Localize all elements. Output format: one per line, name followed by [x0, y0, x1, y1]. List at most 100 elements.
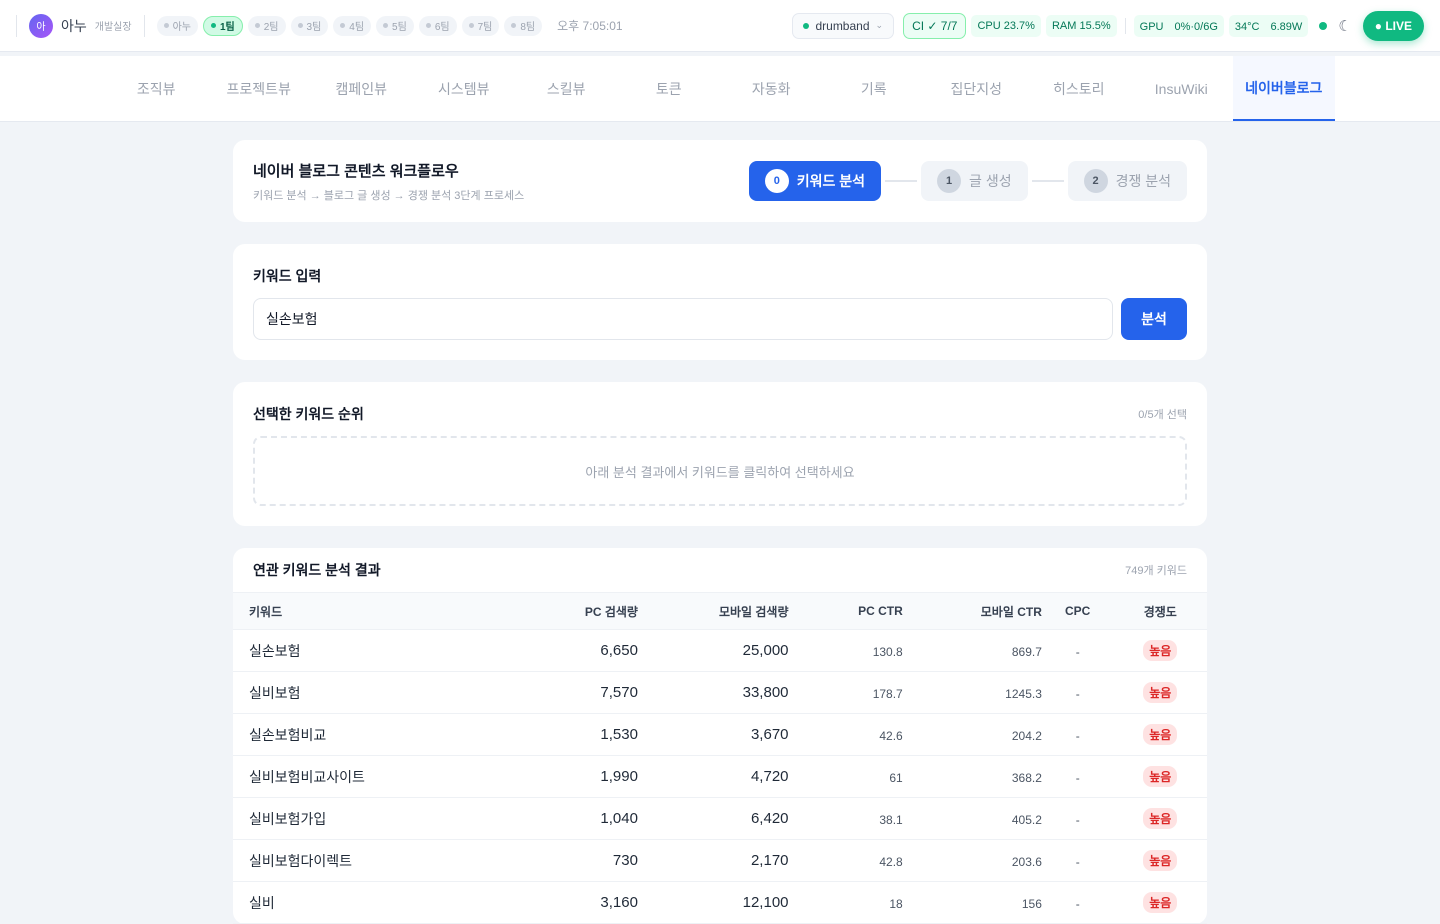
table-cell: 실비보험다이렉트 — [233, 839, 545, 882]
table-row[interactable]: 실비보험 7,570 33,800 178.7 1245.3 - 높음 — [233, 671, 1207, 714]
team-pill[interactable]: 5팀 — [376, 15, 414, 36]
table-cell: 3,160 — [544, 881, 638, 924]
nav-tab[interactable]: 스킬뷰 — [546, 80, 586, 97]
team-pill[interactable]: 7팀 — [461, 15, 500, 36]
table-cell: 1245.3 — [902, 671, 1042, 714]
table-row[interactable]: 실손보험비교 1,530 3,670 42.6 204.2 - 높음 — [233, 713, 1207, 756]
keyword-link[interactable]: 실비보험비교사이트 — [249, 768, 365, 785]
table-row[interactable]: 실비보험다이렉트 730 2,170 42.8 203.6 - 높음 — [233, 839, 1207, 882]
keyword-link[interactable]: 실비보험 — [249, 684, 301, 701]
competition-badge: 높음 — [1143, 724, 1178, 745]
status-dot — [210, 23, 216, 28]
user-role: 개발실장 — [94, 22, 132, 33]
cell-value: 1,530 — [600, 726, 638, 743]
table-cell: 204.2 — [902, 713, 1042, 756]
table-cell: 1,990 — [544, 755, 638, 798]
status-dot — [803, 22, 810, 29]
team-pill[interactable]: 8팀 — [504, 15, 543, 36]
column-header[interactable]: 경쟁도 — [1113, 592, 1207, 630]
cell-value: 18 — [889, 896, 903, 911]
team-label: 8팀 — [520, 22, 536, 33]
column-header[interactable]: 모바일 검색량 — [637, 592, 789, 630]
status-dot — [340, 23, 346, 28]
top-bar: 아 아누 개발실장 아누 1팀 2팀 3팀 4팀 5팀 6팀 7팀 8팀 오후 7:05:01 … — [0, 0, 1440, 52]
column-header[interactable]: PC CTR — [788, 592, 903, 630]
cell-value: 2,170 — [750, 852, 789, 869]
ci-status[interactable]: CI ✓ 7/7 — [903, 12, 967, 39]
nav-tab[interactable]: 조직뷰 — [136, 80, 176, 97]
keyword-link[interactable]: 실손보험비교 — [249, 726, 327, 743]
divider — [16, 14, 17, 37]
keyword-link[interactable]: 실비 — [249, 894, 275, 911]
table-cell: 높음 — [1113, 713, 1207, 756]
keyword-input[interactable] — [253, 298, 1113, 340]
cell-value: - — [1075, 812, 1080, 827]
table-row[interactable]: 실비보험가입 1,040 6,420 38.1 405.2 - 높음 — [233, 797, 1207, 840]
avatar[interactable]: 아 — [29, 13, 53, 38]
nav-tab[interactable]: 집단지성 — [950, 80, 1003, 97]
selected-title: 선택한 키워드 순위 — [253, 406, 364, 422]
nav-tab[interactable]: InsuWiki — [1154, 80, 1208, 97]
workflow-step[interactable]: 2 경쟁 분석 — [1067, 161, 1187, 201]
table-row[interactable]: 실비 3,160 12,100 18 156 - 높음 — [233, 881, 1207, 924]
column-header[interactable]: CPC — [1041, 592, 1114, 630]
table-cell: 높음 — [1113, 755, 1207, 798]
team-pill[interactable]: 6팀 — [418, 15, 457, 36]
cell-value: - — [1075, 896, 1080, 911]
table-cell: - — [1041, 755, 1114, 798]
cell-value: - — [1075, 770, 1080, 785]
keyword-link[interactable]: 실비보험가입 — [249, 810, 327, 827]
nav-tab[interactable]: 기록 — [860, 80, 887, 97]
nav-tab[interactable]: 네이버블로그 — [1232, 56, 1335, 121]
team-pill[interactable]: 3팀 — [290, 15, 329, 36]
nav-tab[interactable]: 시스템뷰 — [437, 80, 490, 97]
column-header[interactable]: PC 검색량 — [544, 592, 638, 630]
table-cell: 실비보험비교사이트 — [233, 755, 545, 798]
cell-value: 869.7 — [1011, 644, 1042, 659]
nav-tab[interactable]: 토큰 — [655, 80, 682, 97]
table-row[interactable]: 실손보험 6,650 25,000 130.8 869.7 - 높음 — [233, 629, 1207, 672]
nav-tab[interactable]: 캠페인뷰 — [335, 80, 388, 97]
cell-value: 3,670 — [750, 726, 789, 743]
cell-value: 61 — [889, 770, 903, 785]
team-pill[interactable]: 4팀 — [333, 15, 372, 36]
cell-value: 38.1 — [879, 812, 903, 827]
keyword-input-card: 키워드 입력 분석 — [233, 244, 1207, 360]
live-button[interactable]: ● LIVE — [1362, 10, 1424, 41]
column-header[interactable]: 모바일 CTR — [902, 592, 1042, 630]
table-cell: 높음 — [1113, 881, 1207, 924]
table-cell: 156 — [902, 881, 1042, 924]
cell-value: 4,720 — [750, 768, 789, 785]
table-cell: 실비보험 — [233, 671, 545, 714]
team-pill[interactable]: 아누 — [156, 15, 198, 36]
cell-value: 42.8 — [879, 854, 903, 869]
team-filter: 아누 1팀 2팀 3팀 4팀 5팀 6팀 7팀 8팀 — [156, 15, 548, 36]
table-cell: - — [1041, 881, 1114, 924]
table-cell: - — [1041, 839, 1114, 882]
status-dot — [254, 23, 260, 28]
keyword-link[interactable]: 실비보험다이렉트 — [249, 852, 353, 869]
nav-tab[interactable]: 자동화 — [751, 80, 791, 97]
table-row[interactable]: 실비보험비교사이트 1,990 4,720 61 368.2 - 높음 — [233, 755, 1207, 798]
competition-badge: 높음 — [1143, 850, 1178, 871]
nav-tab[interactable]: 히스토리 — [1052, 80, 1105, 97]
table-cell: 3,670 — [637, 713, 789, 756]
project-select[interactable]: drumband ⌄ — [792, 12, 895, 39]
moon-icon[interactable]: ☾ — [1338, 17, 1352, 35]
connection-dot — [1319, 21, 1328, 30]
cell-value: - — [1075, 854, 1080, 869]
column-header[interactable]: 키워드 — [233, 592, 545, 630]
cell-value: 1245.3 — [1005, 686, 1042, 701]
divider — [1124, 17, 1126, 34]
keyword-link[interactable]: 실손보험 — [249, 642, 301, 659]
table-cell: 6,420 — [637, 797, 789, 840]
table-cell: 6,650 — [544, 629, 638, 672]
analyze-button[interactable]: 분석 — [1121, 298, 1187, 340]
nav-tab[interactable]: 프로젝트뷰 — [226, 80, 291, 97]
workflow-step[interactable]: 0 키워드 분석 — [748, 161, 882, 201]
table-cell: - — [1041, 629, 1114, 672]
table-cell: 25,000 — [637, 629, 789, 672]
team-pill[interactable]: 2팀 — [247, 15, 286, 36]
workflow-step[interactable]: 1 글 생성 — [921, 161, 1028, 201]
team-pill[interactable]: 1팀 — [202, 15, 243, 36]
